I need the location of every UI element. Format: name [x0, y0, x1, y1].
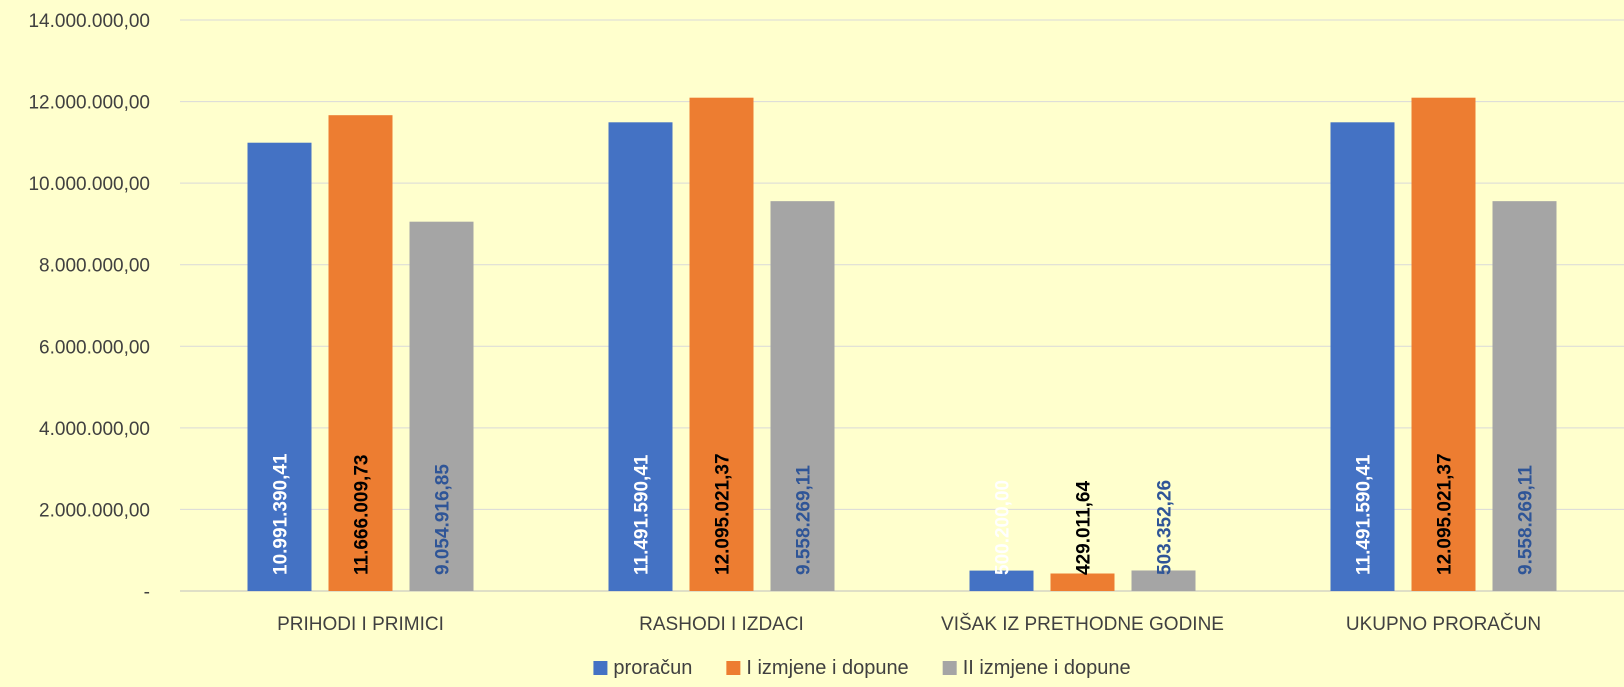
data-label: 12.095.021,37 — [713, 453, 734, 575]
data-label: 11.491.590,41 — [632, 454, 653, 575]
data-label: 11.491.590,41 — [1354, 454, 1375, 575]
y-tick-label: 4.000.000,00 — [39, 419, 150, 440]
legend-label: II izmjene i dopune — [963, 657, 1131, 679]
x-category-label: VIŠAK IZ PRETHODNE GODINE — [941, 613, 1224, 635]
x-category-label: PRIHODI I PRIMICI — [277, 614, 444, 635]
legend: proračun I izmjene i dopune II izmjene i d… — [593, 657, 1131, 679]
legend-swatch — [726, 661, 741, 675]
data-label: 500.200,00 — [993, 480, 1014, 575]
y-tick-label: 8.000.000,00 — [39, 256, 150, 277]
bar — [1492, 201, 1557, 591]
data-label: 9.558.269,11 — [1516, 465, 1537, 575]
legend-swatch — [942, 661, 957, 675]
legend-label: I izmjene i dopune — [746, 657, 908, 679]
bar — [1131, 570, 1196, 591]
y-tick-label: - — [144, 582, 150, 603]
data-label: 429.011,64 — [1074, 481, 1095, 575]
y-tick-label: 12.000.000,00 — [28, 93, 150, 114]
data-label: 9.558.269,11 — [794, 465, 815, 575]
bars — [247, 97, 1557, 592]
bar — [608, 122, 673, 591]
x-category-label: RASHODI I IZDACI — [639, 614, 804, 635]
data-label: 12.095.021,37 — [1435, 453, 1456, 575]
y-tick-label: 2.000.000,00 — [39, 500, 150, 521]
bar — [770, 201, 835, 591]
data-labels: 10.991.390,41 11.666.009,73 9.054.916,85 11… — [271, 453, 1537, 575]
data-label: 503.352,26 — [1155, 480, 1176, 575]
bar — [328, 115, 393, 592]
legend-swatch — [593, 661, 608, 675]
data-label: 10.991.390,41 — [271, 453, 292, 575]
bar — [1411, 97, 1476, 591]
legend-label: proračun — [613, 657, 692, 679]
y-tick-label: 14.000.000,00 — [28, 11, 150, 32]
y-tick-label: 10.000.000,00 — [28, 174, 150, 195]
legend-item: II izmjene i dopune — [942, 657, 1131, 679]
bar — [969, 570, 1034, 591]
y-axis-tick-labels: - 2.000.000,00 4.000.000,00 6.000.000,00 8.0… — [28, 11, 150, 603]
data-label: 9.054.916,85 — [433, 464, 454, 575]
bar — [1050, 573, 1115, 591]
x-axis-category-labels: PRIHODI I PRIMICI RASHODI I IZDACI VIŠAK I… — [277, 613, 1541, 635]
bar — [409, 221, 474, 591]
bar — [689, 97, 754, 591]
x-category-label: UKUPNO PRORAČUN — [1346, 613, 1541, 635]
legend-item: I izmjene i dopune — [726, 657, 909, 679]
data-label: 11.666.009,73 — [352, 455, 373, 575]
bar — [247, 142, 312, 591]
bar — [1330, 122, 1395, 591]
gridlines — [180, 19, 1624, 592]
legend-item: proračun — [593, 657, 692, 679]
y-tick-label: 6.000.000,00 — [39, 337, 150, 358]
